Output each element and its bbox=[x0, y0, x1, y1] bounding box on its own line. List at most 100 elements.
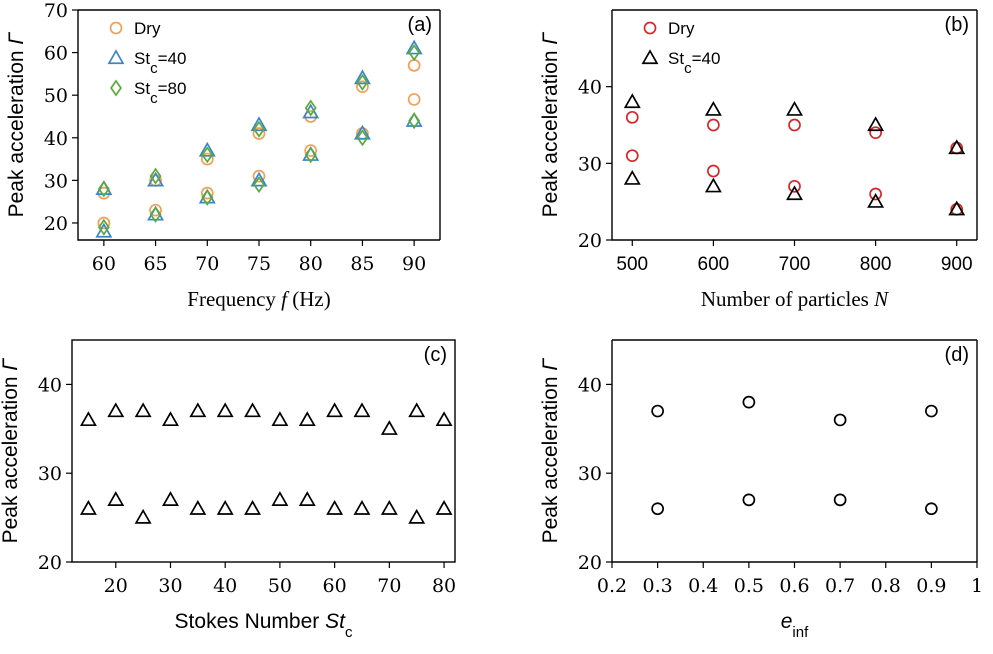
y-tick-label: 30 bbox=[38, 463, 62, 485]
data-point bbox=[408, 44, 421, 62]
data-point bbox=[380, 420, 398, 435]
data-point bbox=[326, 402, 344, 418]
x-axis-label: einf bbox=[781, 610, 809, 641]
data-point bbox=[948, 200, 966, 216]
axes-frame bbox=[71, 339, 456, 563]
data-point bbox=[200, 152, 214, 166]
panel-label: (d) bbox=[945, 344, 969, 366]
data-point bbox=[298, 411, 316, 427]
y-axis-label: Peak acceleration Γ bbox=[5, 32, 28, 218]
data-point bbox=[623, 93, 641, 109]
x-tick-label: 60 bbox=[92, 253, 116, 275]
x-tick-label: 70 bbox=[377, 575, 401, 597]
y-axis-label: Peak acceleration Γ bbox=[0, 358, 22, 544]
x-tick-label: 700 bbox=[779, 254, 811, 275]
data-point bbox=[786, 100, 803, 116]
data-point bbox=[625, 110, 639, 124]
x-tick-label: 40 bbox=[213, 575, 237, 597]
panel-label: (b) bbox=[945, 14, 969, 36]
x-tick-label: 0.9 bbox=[916, 575, 946, 597]
data-point bbox=[353, 500, 371, 515]
panel-label: (a) bbox=[408, 14, 432, 36]
data-point bbox=[353, 124, 371, 140]
x-tick-label: 0.2 bbox=[597, 575, 627, 597]
y-tick-label: 70 bbox=[44, 0, 68, 22]
data-point bbox=[244, 402, 262, 418]
data-point bbox=[435, 500, 453, 515]
legend-marker bbox=[643, 21, 657, 35]
data-point bbox=[833, 413, 847, 427]
data-point bbox=[244, 500, 262, 515]
data-point bbox=[925, 502, 938, 516]
x-tick-label: 80 bbox=[432, 575, 456, 597]
data-point bbox=[867, 192, 885, 208]
data-point bbox=[356, 80, 369, 94]
x-tick-label: 900 bbox=[941, 254, 973, 275]
data-point bbox=[162, 491, 179, 506]
x-tick-label: 20 bbox=[104, 575, 128, 597]
panel-d: 0.2 0.3 0.4 0.5 0.6 0.7 0.8 0.9 1 20 30 40 einf Peak … bbox=[539, 339, 983, 641]
x-tick-label: 1 bbox=[971, 575, 983, 597]
data-point bbox=[149, 203, 162, 217]
data-point bbox=[252, 127, 266, 140]
x-tick-label: 600 bbox=[698, 254, 730, 275]
legend-marker bbox=[641, 49, 659, 65]
y-tick-label: 30 bbox=[578, 463, 602, 485]
data-point bbox=[407, 59, 421, 72]
x-tick-label: 0.5 bbox=[734, 575, 764, 597]
x-tick-label: 0.4 bbox=[688, 575, 718, 597]
data-point bbox=[97, 218, 110, 236]
data-point bbox=[742, 395, 756, 409]
legend-entry: Stc=80 bbox=[134, 79, 186, 107]
x-tick-label: 0.3 bbox=[643, 575, 673, 597]
data-point bbox=[407, 93, 421, 106]
x-tick-label: 500 bbox=[616, 254, 648, 275]
y-tick-label: 50 bbox=[44, 85, 68, 107]
data-point bbox=[625, 149, 639, 163]
data-point bbox=[250, 171, 268, 187]
y-tick-label: 30 bbox=[578, 153, 602, 175]
data-point bbox=[408, 402, 426, 418]
x-axis-label: Stokes Number Stc bbox=[175, 610, 353, 641]
x-tick-label: 75 bbox=[247, 253, 271, 275]
x-tick-label: 90 bbox=[402, 253, 426, 275]
panel-a: 60 65 70 75 80 85 90 20 30 40 50 60 70 Frequency f (H… bbox=[5, 0, 441, 311]
data-point bbox=[356, 129, 369, 147]
data-point bbox=[704, 177, 722, 193]
legend-marker bbox=[110, 79, 122, 97]
data-point bbox=[304, 144, 318, 157]
y-axis-label: Peak acceleration Γ bbox=[539, 32, 562, 218]
panel-b: 500 600 700 800 900 20 30 40 Number of particles… bbox=[539, 9, 978, 311]
data-point bbox=[925, 404, 938, 418]
data-point bbox=[408, 112, 421, 130]
data-point bbox=[271, 411, 289, 427]
y-tick-label: 20 bbox=[578, 230, 602, 252]
legend-marker bbox=[107, 49, 125, 65]
data-point bbox=[216, 402, 234, 418]
data-point bbox=[742, 493, 756, 507]
data-point bbox=[198, 141, 216, 157]
y-tick-label: 20 bbox=[578, 552, 602, 574]
data-point bbox=[869, 126, 882, 140]
data-point bbox=[253, 176, 265, 194]
data-point bbox=[134, 508, 152, 524]
data-point bbox=[786, 185, 803, 201]
data-point bbox=[707, 164, 720, 178]
x-tick-label: 85 bbox=[350, 253, 374, 275]
legend-entry: Stc=40 bbox=[668, 49, 720, 77]
data-point bbox=[201, 188, 214, 206]
data-point bbox=[704, 100, 722, 116]
axes-frame bbox=[77, 10, 440, 241]
data-point bbox=[97, 180, 110, 198]
data-point bbox=[79, 500, 97, 515]
data-point bbox=[134, 402, 152, 418]
data-point bbox=[435, 411, 453, 427]
data-point bbox=[304, 146, 317, 164]
data-point bbox=[107, 402, 125, 418]
data-point bbox=[304, 99, 317, 117]
data-point bbox=[189, 500, 207, 515]
x-tick-label: 0.8 bbox=[871, 575, 901, 597]
data-point bbox=[948, 139, 966, 155]
data-point bbox=[356, 73, 369, 91]
